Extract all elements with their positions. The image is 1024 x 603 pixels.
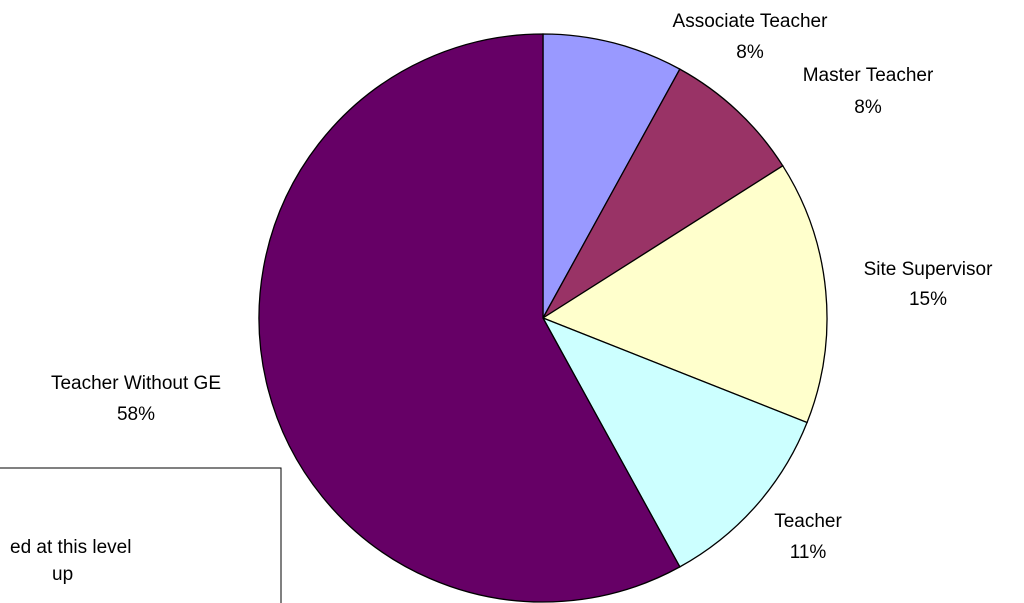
slice-value-label: 58% [117,404,155,425]
slice-label: Teacher Without GE [51,373,221,394]
slice-value-label: 8% [854,97,882,118]
slice-label: Site Supervisor [864,259,994,280]
slice-label: Associate Teacher [673,11,829,32]
slice-value-label: 15% [909,289,947,310]
slice-value-label: 11% [790,542,827,563]
pie-slice [258,33,681,603]
slice-label: Master Teacher [803,65,934,86]
pie-slice [541,316,808,568]
slice-value-label: 8% [736,42,764,63]
note-text: ed at this level [10,537,131,558]
pie-slice [542,68,784,319]
note-box [0,467,282,603]
pie-slice [542,33,681,319]
pie-slice [541,164,828,424]
note-text: up [52,564,73,585]
slice-label: Teacher [774,511,842,532]
